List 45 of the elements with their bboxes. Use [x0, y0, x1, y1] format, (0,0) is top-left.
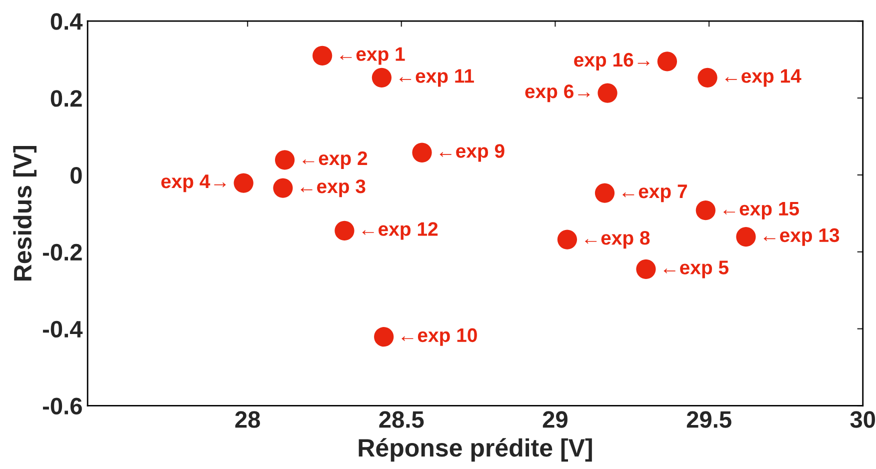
annotation: ←exp 8 [585, 230, 650, 249]
annotation: ←exp 11 [400, 69, 474, 87]
point [636, 259, 656, 279]
y-tick-label: 0.4 [50, 13, 83, 30]
annotation: ←exp 1 [340, 47, 405, 65]
x-tick-label: 28 [235, 411, 260, 428]
annotation: ←exp 9 [440, 144, 504, 162]
y-tick-label: 0.2 [50, 90, 82, 107]
point [594, 183, 615, 203]
y-axis-title: Residus [V] [13, 146, 36, 280]
annotation: ←exp 2 [302, 151, 368, 169]
point [557, 230, 578, 250]
point [334, 220, 354, 241]
annotation: exp 16→ [574, 52, 650, 71]
point [412, 142, 432, 162]
x-tick-label: 29.5 [686, 411, 732, 428]
point [374, 327, 394, 347]
annotation: ←exp 7 [622, 184, 687, 202]
point [234, 173, 254, 193]
y-tick-label: -0.2 [42, 244, 82, 261]
point [312, 46, 332, 66]
annotation: ←exp 14 [725, 69, 802, 87]
annotation: ←exp 5 [664, 260, 728, 278]
y-tick-label: -0.6 [42, 398, 82, 414]
y-tick-label: -0.4 [42, 320, 83, 338]
x-axis-title: Réponse prédite [V] [358, 438, 592, 462]
point [598, 83, 618, 103]
point [273, 178, 293, 198]
annotation: exp 6→ [525, 84, 590, 102]
point [736, 227, 756, 247]
point [657, 52, 678, 72]
x-tick-label: 30 [850, 411, 876, 428]
point [698, 68, 718, 88]
point [274, 150, 295, 170]
point [372, 68, 392, 88]
annotation: exp 4→ [161, 174, 226, 192]
point [696, 200, 716, 220]
annotation: ←exp 12 [362, 222, 438, 240]
annotation: ←exp 15 [724, 202, 799, 220]
annotation: ←exp 10 [402, 328, 477, 346]
x-tick-label: 29 [542, 411, 568, 428]
annotation: ←exp 13 [764, 228, 840, 246]
x-tick-label: 28.5 [379, 411, 424, 428]
annotation: ←exp 3 [300, 179, 366, 198]
y-tick-label: 0 [70, 167, 82, 184]
